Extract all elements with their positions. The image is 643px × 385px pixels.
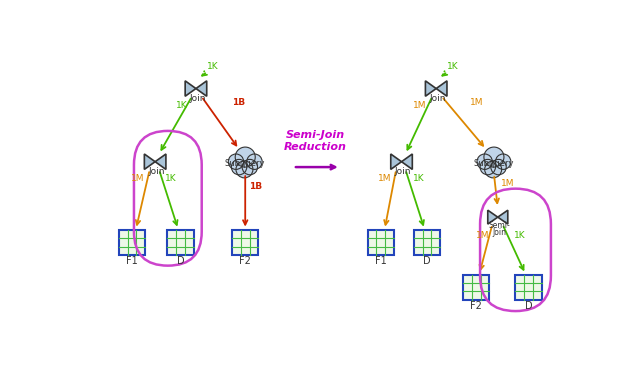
Text: D: D — [177, 256, 185, 266]
Text: 1M: 1M — [131, 174, 145, 183]
Text: F1: F1 — [126, 256, 138, 266]
Text: Join: Join — [395, 167, 412, 176]
Text: F2: F2 — [470, 301, 482, 311]
Circle shape — [491, 159, 506, 175]
Polygon shape — [144, 154, 155, 169]
Text: Join: Join — [149, 167, 165, 176]
Text: 1K: 1K — [448, 62, 459, 72]
Bar — [167, 230, 194, 255]
Text: D: D — [525, 301, 532, 311]
Text: 1M: 1M — [413, 101, 426, 110]
Polygon shape — [401, 154, 412, 169]
Text: 1K: 1K — [165, 174, 176, 183]
Circle shape — [231, 159, 247, 175]
Polygon shape — [426, 81, 436, 96]
Circle shape — [228, 154, 244, 169]
Text: 1M: 1M — [476, 231, 489, 240]
Circle shape — [480, 159, 496, 175]
Text: 1B: 1B — [231, 98, 245, 107]
Polygon shape — [498, 210, 508, 224]
Circle shape — [242, 159, 258, 175]
Bar — [516, 275, 541, 300]
Bar — [232, 230, 258, 255]
Text: 1K: 1K — [514, 231, 525, 240]
Bar — [119, 230, 145, 255]
Circle shape — [235, 147, 255, 167]
Text: Join: Join — [430, 94, 446, 103]
Bar — [463, 275, 489, 300]
Text: Subquery: Subquery — [474, 159, 514, 168]
Polygon shape — [185, 81, 196, 96]
Text: Join: Join — [189, 94, 206, 103]
Circle shape — [485, 161, 502, 178]
Text: F2: F2 — [239, 256, 251, 266]
Circle shape — [484, 147, 504, 167]
Text: F1: F1 — [375, 256, 386, 266]
Text: Subquery: Subquery — [225, 159, 266, 168]
Text: Join: Join — [493, 228, 506, 237]
Polygon shape — [488, 210, 498, 224]
Text: D: D — [423, 256, 431, 266]
Polygon shape — [155, 154, 166, 169]
Polygon shape — [436, 81, 447, 96]
Circle shape — [236, 161, 253, 178]
Circle shape — [247, 154, 262, 169]
Text: Semi-Join
Reduction: Semi-Join Reduction — [284, 130, 347, 152]
Circle shape — [496, 154, 511, 169]
Text: 1M: 1M — [501, 179, 514, 188]
Text: 1K: 1K — [207, 62, 219, 72]
Bar — [368, 230, 394, 255]
Text: 1B: 1B — [249, 182, 262, 191]
Circle shape — [477, 154, 493, 169]
Polygon shape — [196, 81, 206, 96]
Text: 1M: 1M — [469, 98, 483, 107]
Text: Semi-: Semi- — [489, 221, 510, 230]
Text: 1K: 1K — [176, 101, 188, 110]
Polygon shape — [391, 154, 401, 169]
Text: 1K: 1K — [413, 174, 424, 183]
Text: 1M: 1M — [378, 174, 392, 183]
Bar — [414, 230, 440, 255]
